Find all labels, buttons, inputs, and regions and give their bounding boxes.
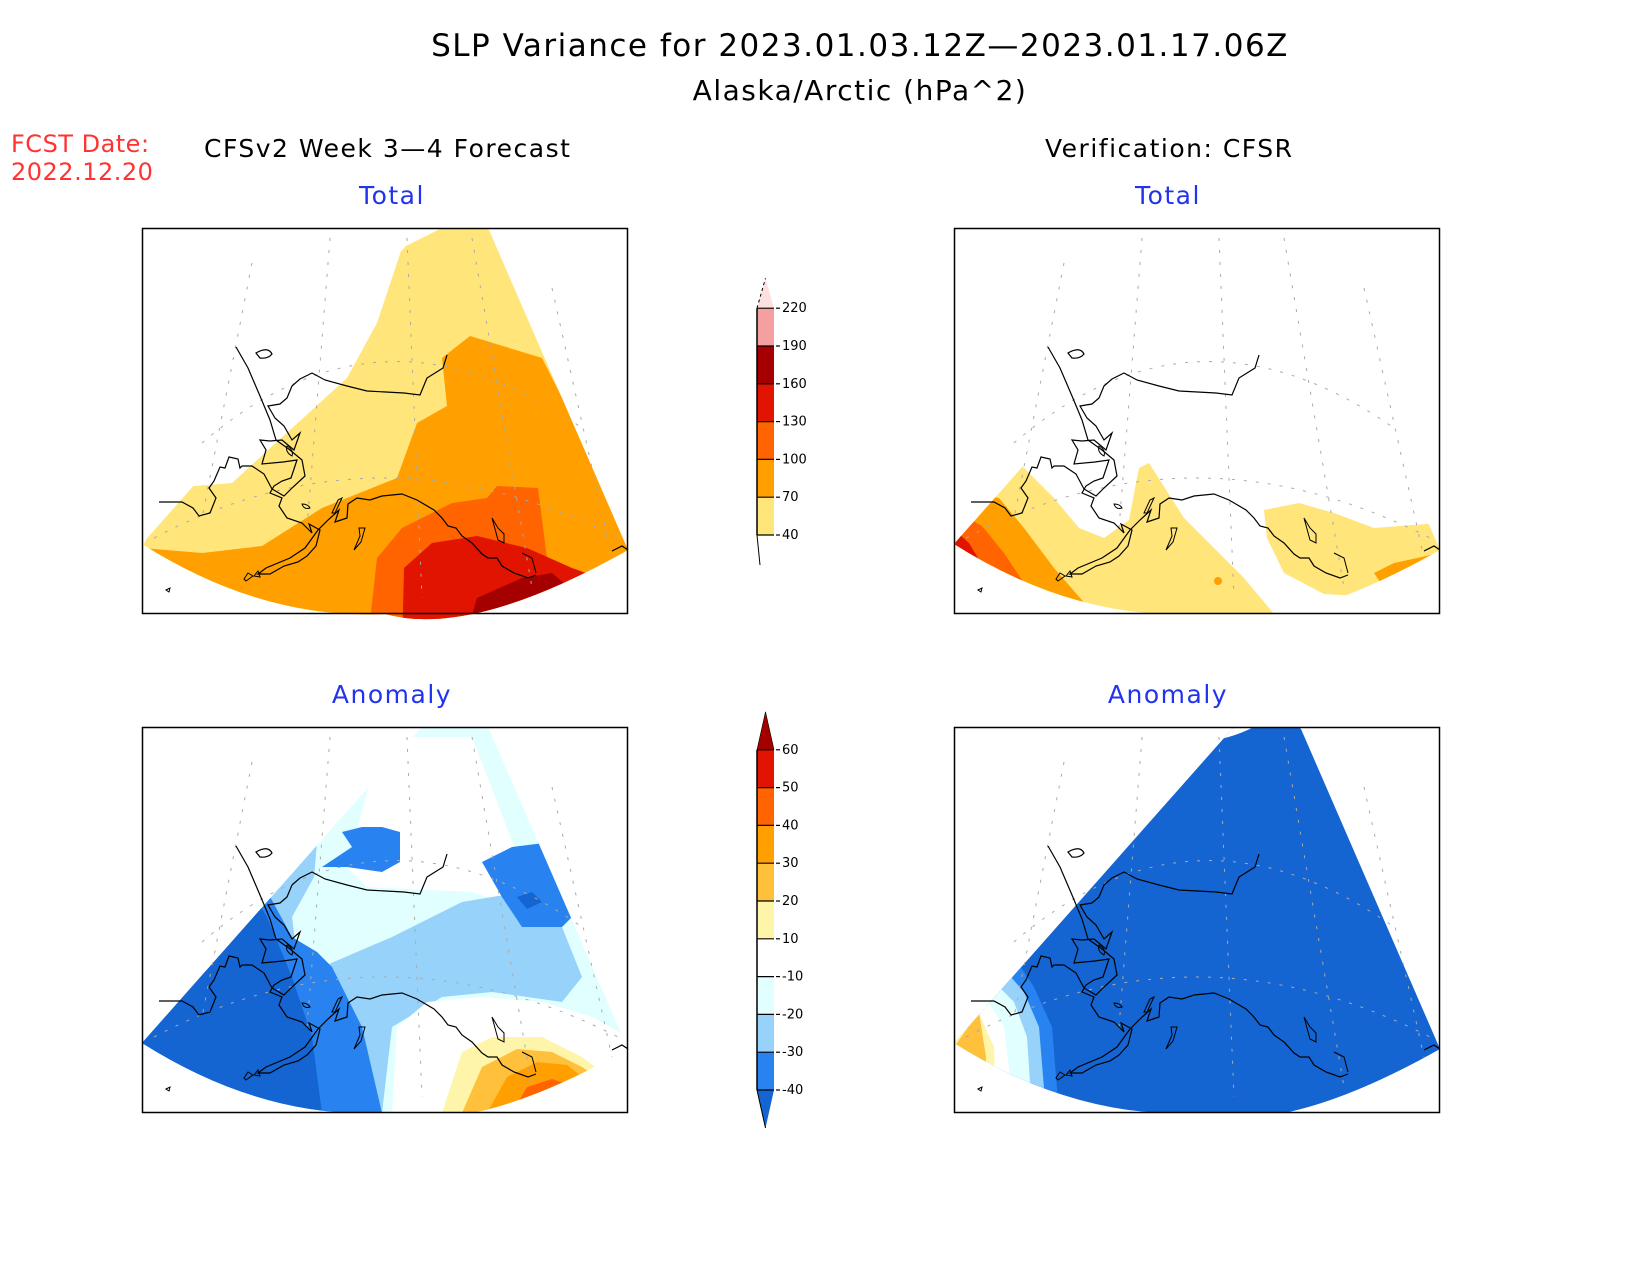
panel-frame <box>953 227 1441 615</box>
colorbar-tick-label: -40 <box>782 1083 803 1098</box>
colorbar-box <box>757 346 774 384</box>
colorbar-box <box>757 825 774 864</box>
colorbar-box <box>757 459 774 498</box>
panel-frame <box>141 227 629 615</box>
forecast-total-title: Total <box>359 181 425 210</box>
colorbar-tick-label: -30 <box>782 1045 803 1060</box>
colorbar-tick-label: 100 <box>782 452 807 467</box>
verification-anomaly-title: Anomaly <box>1107 680 1229 709</box>
colorbar-tick-label: 30 <box>782 856 799 871</box>
fcst-date-value: 2022.12.20 <box>11 158 154 186</box>
colorbar-low-extension <box>757 1090 774 1128</box>
colorbar-high-extension <box>757 711 774 750</box>
colorbar-tick-label: 20 <box>782 894 799 909</box>
colorbar-tick-label: 130 <box>782 415 807 430</box>
colorbar-box <box>757 863 774 901</box>
forecast-anomaly-map <box>141 726 629 1114</box>
colorbar-box <box>757 787 774 826</box>
colorbar-box <box>757 976 774 1015</box>
panel-frame <box>141 726 629 1114</box>
colorbar-box <box>757 383 774 422</box>
verification-column-title: Verification: CFSR <box>1045 134 1294 163</box>
colorbar-tick-label: 160 <box>782 377 807 392</box>
verification-total-map <box>953 227 1441 615</box>
forecast-total-map <box>141 227 629 620</box>
forecast-anomaly-title: Anomaly <box>331 680 453 709</box>
chart-subtitle: Alaska/Arctic (hPa^2) <box>692 74 1028 107</box>
colorbar-box <box>757 749 774 788</box>
colorbar-tick-label: -10 <box>782 970 803 985</box>
colorbar-tick-label: 220 <box>782 301 807 316</box>
panel-frame <box>953 726 1441 1114</box>
total-colorbar: 40 70 100 130 160 190 220 <box>756 278 807 566</box>
colorbar-tick-label: 40 <box>782 818 799 833</box>
colorbar-box <box>757 938 774 977</box>
colorbar-tick-label: 50 <box>782 781 799 796</box>
contour-m40-m30-centre <box>322 827 400 872</box>
verification-anomaly-map <box>953 726 1441 1114</box>
colorbar-tick-label: 190 <box>782 339 807 354</box>
colorbar-tick-label: 70 <box>782 490 799 505</box>
colorbar-low-extension <box>756 534 761 566</box>
colorbar-tick-label: -20 <box>782 1007 803 1022</box>
colorbar-box <box>757 308 774 346</box>
anomaly-colorbar: -40 -30 -20 -10 10 20 30 40 50 60 <box>756 711 803 1129</box>
colorbar-tick-label: 10 <box>782 932 799 947</box>
colorbar-tick-label: 40 <box>782 528 799 543</box>
contour-70-100-spot <box>1214 577 1222 585</box>
colorbar-box <box>757 1014 774 1053</box>
fcst-date-label: FCST Date: <box>11 130 150 158</box>
chart-title: SLP Variance for 2023.01.03.12Z—2023.01.… <box>431 28 1289 64</box>
colorbar-tick-label: 60 <box>782 743 799 758</box>
colorbar-box <box>757 901 774 939</box>
verification-total-title: Total <box>1135 181 1201 210</box>
forecast-column-title: CFSv2 Week 3—4 Forecast <box>204 134 572 163</box>
colorbar-box <box>757 497 774 535</box>
contour-below-m40-east <box>517 892 542 909</box>
colorbar-high-extension <box>757 278 774 309</box>
colorbar-box <box>757 1052 774 1090</box>
colorbar-box <box>757 421 774 460</box>
